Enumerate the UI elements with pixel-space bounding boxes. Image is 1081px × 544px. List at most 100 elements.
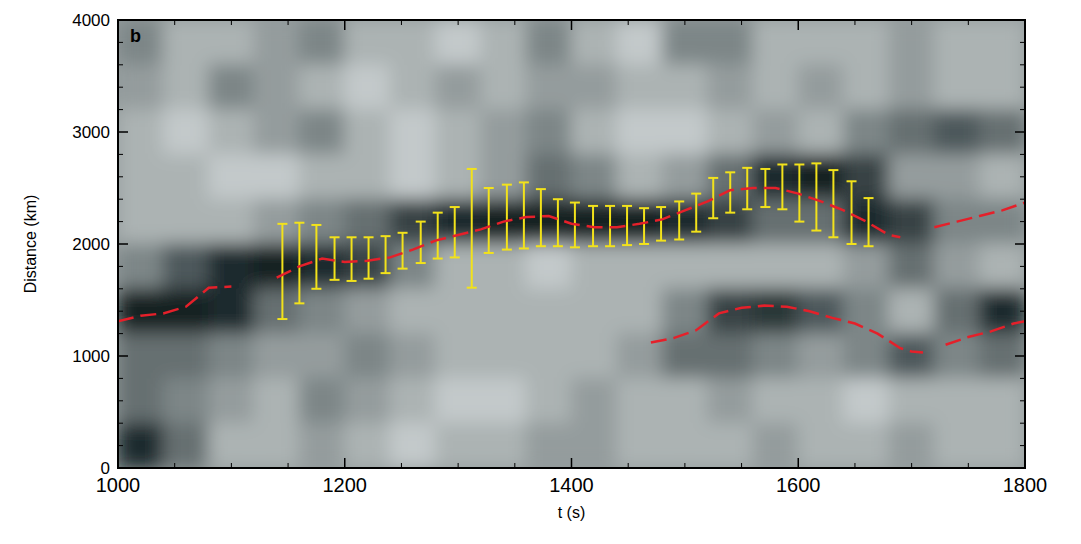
error-bar	[450, 207, 460, 257]
heat-cell	[208, 20, 254, 65]
y-minor-tick	[118, 378, 123, 379]
error-bar	[484, 188, 494, 253]
series-group	[118, 163, 1025, 352]
error-bar	[847, 181, 857, 244]
y-minor-tick	[118, 221, 123, 222]
error-bar	[656, 207, 666, 241]
y-minor-tick	[1020, 221, 1025, 222]
heat-cell	[571, 333, 617, 379]
x-minor-tick	[854, 463, 855, 468]
error-bar	[330, 237, 340, 280]
heat-cell	[707, 333, 753, 379]
heat-cell	[843, 378, 889, 424]
heat-cell	[979, 109, 1025, 155]
x-tick-label: 1200	[323, 474, 368, 496]
y-minor-tick	[118, 64, 123, 65]
x-tick-label: 1600	[776, 474, 821, 496]
heat-cell	[752, 423, 798, 468]
error-bar	[864, 198, 874, 246]
heatmap	[118, 20, 1025, 468]
y-tick-label: 4000	[72, 11, 110, 30]
y-minor-tick	[118, 311, 123, 312]
heat-cell	[344, 288, 390, 334]
x-minor-tick	[628, 463, 629, 468]
heat-cell	[254, 423, 300, 468]
heat-cell	[616, 244, 662, 290]
heat-cell	[843, 288, 889, 334]
heat-cell	[390, 423, 436, 468]
heat-cell	[843, 199, 889, 245]
heat-cell	[299, 333, 345, 379]
x-minor-tick	[854, 20, 855, 25]
heat-cell	[118, 64, 164, 110]
y-minor-tick	[1020, 266, 1025, 267]
heat-cell	[979, 64, 1025, 110]
heat-cell	[979, 423, 1025, 468]
heat-cell	[752, 333, 798, 379]
heat-cell	[254, 333, 300, 379]
heat-cell	[163, 64, 209, 110]
y-minor-tick	[1020, 64, 1025, 65]
heat-cell	[979, 333, 1025, 379]
y-minor-tick	[118, 266, 123, 267]
error-bar	[639, 208, 649, 244]
heat-cell	[752, 244, 798, 290]
y-tick-label: 2000	[72, 235, 110, 254]
error-bar	[294, 223, 304, 304]
heat-cell	[979, 154, 1025, 200]
heat-cell	[526, 109, 572, 155]
heat-cell	[843, 423, 889, 468]
x-minor-tick	[231, 463, 232, 468]
x-minor-tick	[628, 20, 629, 25]
heat-cell	[480, 288, 526, 334]
y-minor-tick	[118, 109, 123, 110]
x-tick	[344, 20, 345, 468]
heat-cell	[435, 154, 481, 200]
heat-cell	[707, 423, 753, 468]
heat-cell	[344, 333, 390, 379]
track-line	[651, 306, 923, 353]
error-bar	[364, 237, 374, 278]
heat-cell	[390, 20, 436, 65]
x-minor-tick	[968, 463, 969, 468]
heat-cell	[299, 199, 345, 245]
heat-cell	[435, 199, 481, 245]
x-tick-label: 1800	[1003, 474, 1048, 496]
heat-cell	[390, 154, 436, 200]
y-minor-tick	[1020, 87, 1025, 88]
heat-cell	[798, 244, 844, 290]
heat-cell	[163, 244, 209, 290]
heat-cell	[616, 20, 662, 65]
error-bar	[416, 222, 426, 263]
heat-cell	[208, 333, 254, 379]
track-line	[118, 287, 231, 322]
heat-cell	[299, 378, 345, 424]
heat-cell	[480, 64, 526, 110]
heat-cell	[662, 199, 708, 245]
heat-cell	[934, 64, 980, 110]
heat-cell	[299, 423, 345, 468]
heat-cell	[526, 244, 572, 290]
y-tick	[118, 20, 1025, 21]
heat-cell	[480, 333, 526, 379]
heat-cell	[888, 333, 934, 379]
heat-cell	[299, 20, 345, 65]
y-tick	[118, 468, 1025, 469]
heat-cell	[888, 199, 934, 245]
panel-label: b	[130, 26, 141, 46]
track-line	[277, 188, 901, 278]
heat-cell	[480, 154, 526, 200]
heat-cell	[843, 64, 889, 110]
heat-cell	[344, 64, 390, 110]
heat-cell	[616, 64, 662, 110]
heat-cell	[979, 20, 1025, 65]
heat-cell	[208, 244, 254, 290]
y-tick-label: 1000	[72, 347, 110, 366]
heat-cell	[254, 288, 300, 334]
heat-cell	[662, 64, 708, 110]
heat-cell	[299, 64, 345, 110]
y-minor-tick	[1020, 378, 1025, 379]
heat-cell	[571, 288, 617, 334]
heat-cell	[526, 20, 572, 65]
heat-cell	[798, 333, 844, 379]
